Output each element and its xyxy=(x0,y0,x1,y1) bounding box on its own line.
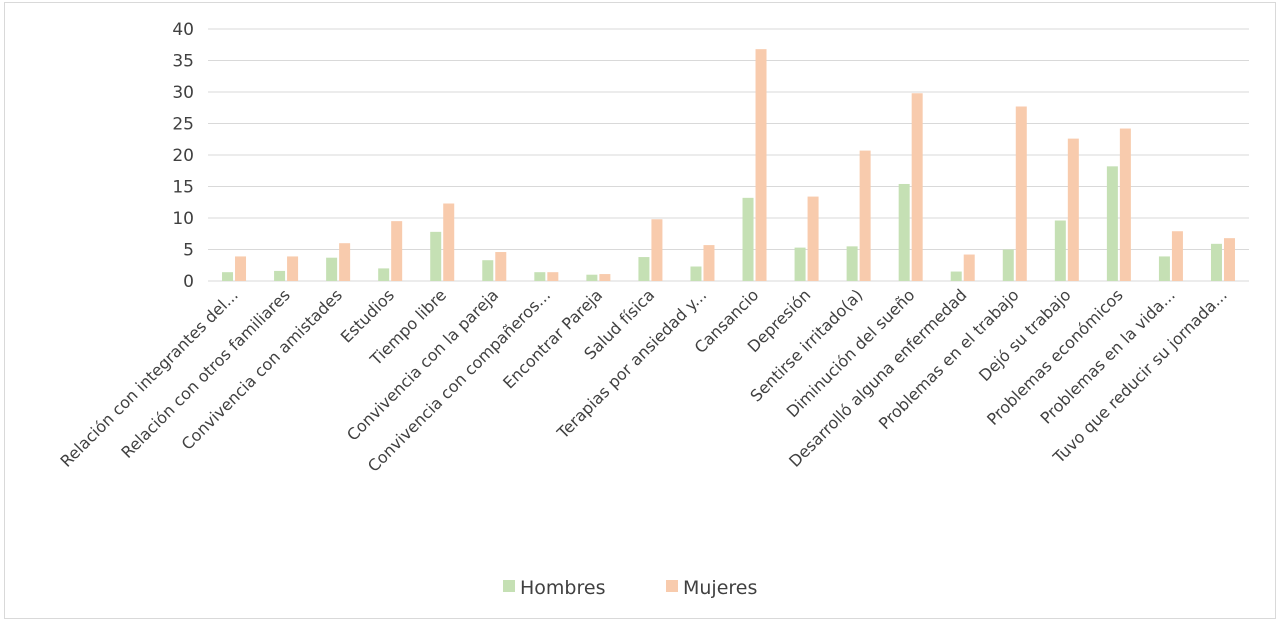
bar-hombres xyxy=(1210,243,1222,281)
y-tick-label: 25 xyxy=(172,115,194,135)
bar-mujeres xyxy=(963,254,975,281)
bar-mujeres xyxy=(911,93,923,281)
x-axis-labels: Relación con integrantes del...Relación … xyxy=(56,285,1230,475)
bars xyxy=(222,49,1235,282)
bar-hombres xyxy=(1158,256,1170,281)
legend-label: Mujeres xyxy=(683,577,757,599)
bar-hombres xyxy=(690,266,702,281)
bar-hombres xyxy=(586,274,598,281)
y-tick-label: 30 xyxy=(172,83,194,103)
bar-mujeres xyxy=(1171,231,1183,281)
bar-hombres xyxy=(1106,166,1118,281)
bar-hombres xyxy=(378,268,390,281)
bar-mujeres xyxy=(391,221,403,281)
bar-hombres xyxy=(898,183,910,281)
bar-hombres xyxy=(482,260,494,281)
bar-hombres xyxy=(430,231,442,281)
bar-mujeres xyxy=(651,219,663,281)
bar-hombres xyxy=(274,270,286,281)
y-tick-label: 20 xyxy=(172,146,194,166)
bar-hombres xyxy=(638,257,650,281)
y-tick-label: 40 xyxy=(172,20,194,40)
x-tick-label: Dejó su trabajo xyxy=(975,285,1075,385)
y-tick-label: 15 xyxy=(172,178,194,198)
y-tick-label: 0 xyxy=(183,272,194,292)
bar-hombres xyxy=(950,271,962,281)
bar-mujeres xyxy=(287,256,299,281)
bar-hombres xyxy=(846,246,858,281)
bar-mujeres xyxy=(807,196,819,281)
bar-mujeres xyxy=(599,274,611,281)
y-tick-label: 10 xyxy=(172,209,194,229)
bar-mujeres xyxy=(443,203,455,281)
bar-hombres xyxy=(326,257,338,281)
bar-mujeres xyxy=(1015,106,1027,282)
y-tick-label: 35 xyxy=(172,52,194,72)
legend-swatch xyxy=(666,580,678,592)
bar-mujeres xyxy=(703,245,715,281)
bar-hombres xyxy=(794,247,806,281)
bar-hombres xyxy=(534,272,546,281)
gridlines xyxy=(208,28,1249,282)
legend: Hombres Mujeres xyxy=(503,577,757,599)
bar-mujeres xyxy=(755,49,767,281)
bar-mujeres xyxy=(547,272,559,281)
bar-hombres xyxy=(1002,249,1014,281)
bar-mujeres xyxy=(339,243,351,281)
chart-frame xyxy=(4,2,1276,619)
legend-swatch xyxy=(503,580,515,592)
bar-mujeres xyxy=(859,150,871,281)
y-axis-ticks: 0 5 10 15 20 25 30 35 40 xyxy=(172,20,194,292)
bar-mujeres xyxy=(1067,138,1079,281)
bar-hombres xyxy=(1054,220,1066,281)
bar-mujeres xyxy=(1119,128,1131,281)
bar-mujeres xyxy=(1223,238,1235,281)
bar-hombres xyxy=(742,197,754,281)
bar-hombres xyxy=(222,272,234,281)
bar-mujeres xyxy=(495,252,507,281)
legend-label: Hombres xyxy=(520,577,605,599)
bar-mujeres xyxy=(235,256,247,281)
y-tick-label: 5 xyxy=(183,241,194,261)
